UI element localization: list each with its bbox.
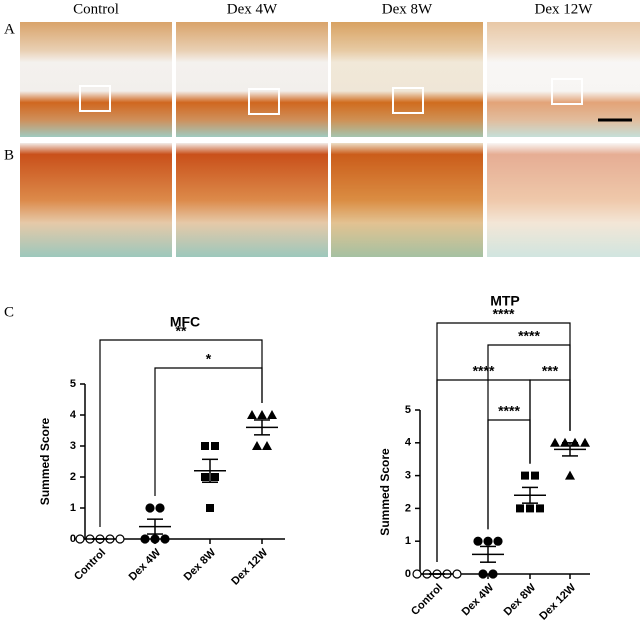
significance-bracket <box>436 322 571 562</box>
significance-label: **** <box>493 306 515 322</box>
significance-label: *** <box>542 363 559 379</box>
tint <box>176 22 328 137</box>
point <box>75 534 85 544</box>
point <box>201 442 209 450</box>
tint <box>331 22 483 137</box>
point <box>247 410 257 419</box>
point <box>211 442 219 450</box>
point <box>488 569 498 579</box>
point <box>252 441 262 450</box>
column-label: Dex 4W <box>227 1 278 17</box>
column-label: Dex 12W <box>535 1 594 17</box>
point <box>483 536 493 546</box>
y-tick-label: 0 <box>405 568 411 580</box>
x-tick-label: Dex 8W <box>502 581 539 618</box>
point <box>526 504 534 513</box>
y-tick-label: 5 <box>405 404 411 416</box>
image-b <box>176 143 328 257</box>
image-a <box>20 22 172 137</box>
panel-label: B <box>4 147 14 163</box>
point <box>580 437 590 447</box>
roi-box <box>551 78 583 105</box>
significance-label: **** <box>518 328 540 344</box>
y-axis-label: Summed Score <box>38 417 52 505</box>
chart-title: MTP <box>490 293 520 309</box>
point <box>145 503 155 513</box>
point <box>155 503 165 513</box>
point <box>521 471 529 480</box>
y-tick-label: 5 <box>70 378 76 390</box>
y-tick-label: 1 <box>405 535 411 547</box>
column-label: Control <box>73 1 119 17</box>
point <box>550 437 560 447</box>
image-b <box>20 143 172 257</box>
significance-label: **** <box>473 363 495 379</box>
y-axis-label: Summed Score <box>378 448 392 536</box>
significance-bracket <box>529 379 571 464</box>
point <box>452 569 462 579</box>
x-tick-label: Control <box>409 582 445 618</box>
significance-label: ** <box>176 323 187 339</box>
point <box>211 473 219 481</box>
point <box>267 410 277 419</box>
panel-label: C <box>4 304 14 320</box>
y-tick-label: 1 <box>70 502 76 514</box>
column-label: Dex 8W <box>382 1 433 17</box>
x-tick-label: Dex 12W <box>229 546 270 587</box>
point <box>140 534 150 544</box>
point <box>516 504 524 513</box>
roi-box <box>79 85 111 112</box>
point <box>412 569 422 579</box>
y-tick-label: 2 <box>70 471 76 483</box>
significance-label: * <box>206 351 212 367</box>
roi-box <box>392 87 424 114</box>
point <box>150 534 160 544</box>
significance-bracket <box>487 419 531 530</box>
roi-box <box>248 88 280 115</box>
point <box>160 534 170 544</box>
tint <box>176 143 328 257</box>
point <box>531 471 539 480</box>
point <box>473 536 483 546</box>
tint <box>487 143 640 257</box>
image-a <box>176 22 328 137</box>
point <box>536 504 544 513</box>
y-tick-label: 2 <box>405 502 411 514</box>
significance-label: **** <box>498 403 520 419</box>
significance-bracket <box>154 367 263 496</box>
y-tick-label: 4 <box>405 437 412 449</box>
chart-title: MFC <box>170 314 200 330</box>
x-tick-label: Dex 4W <box>127 546 164 583</box>
point <box>115 534 125 544</box>
y-tick-label: 3 <box>405 470 411 482</box>
x-tick-label: Dex 4W <box>460 581 497 618</box>
image-b <box>331 143 483 257</box>
point <box>478 569 488 579</box>
point <box>493 536 503 546</box>
y-tick-label: 0 <box>70 533 76 545</box>
x-tick-label: Dex 8W <box>182 546 219 583</box>
image-a <box>331 22 483 137</box>
point <box>201 473 209 481</box>
x-tick-label: Control <box>72 547 108 583</box>
y-tick-label: 4 <box>70 409 77 421</box>
x-tick-label: Dex 12W <box>537 581 578 622</box>
tint <box>331 143 483 257</box>
y-tick-label: 3 <box>70 440 76 452</box>
point <box>565 470 575 480</box>
histology-panels <box>20 22 640 257</box>
point <box>206 504 214 512</box>
point <box>262 441 272 450</box>
point <box>257 410 267 419</box>
panel-label: A <box>4 21 15 37</box>
